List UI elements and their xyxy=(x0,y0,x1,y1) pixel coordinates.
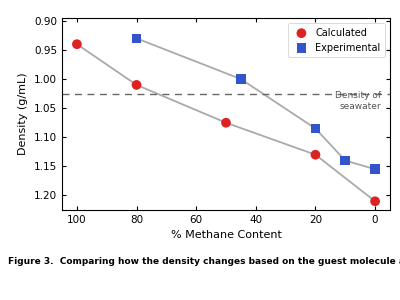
Experimental xyxy=(312,126,319,131)
Experimental xyxy=(238,77,244,82)
X-axis label: % Methane Content: % Methane Content xyxy=(170,230,282,240)
Calculated xyxy=(223,120,229,125)
Text: Density of
seawater: Density of seawater xyxy=(335,91,381,111)
Calculated xyxy=(312,152,319,157)
Calculated xyxy=(133,82,140,87)
Experimental xyxy=(342,158,348,163)
Text: Figure 3.  Comparing how the density changes based on the guest molecule and gue: Figure 3. Comparing how the density chan… xyxy=(8,256,400,266)
Experimental xyxy=(133,36,140,41)
Calculated xyxy=(372,199,378,204)
Y-axis label: Density (g/mL): Density (g/mL) xyxy=(18,73,28,155)
Legend: Calculated, Experimental: Calculated, Experimental xyxy=(288,23,385,57)
Calculated xyxy=(74,42,80,46)
Experimental xyxy=(372,167,378,172)
